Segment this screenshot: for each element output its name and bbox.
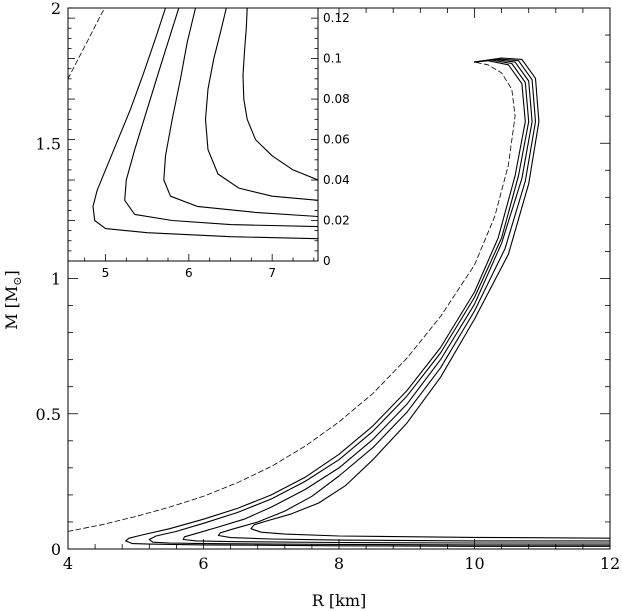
main-y-tick-label: 2 — [51, 0, 61, 18]
main-plot: 4 6 8 10 12 0 0.5 1 1.5 2 — [36, 0, 621, 573]
inset-y-tick-label: 0.04 — [323, 173, 350, 187]
x-axis-title: R [km] — [312, 591, 366, 610]
inset-y-tick-label: 0.06 — [323, 133, 350, 147]
inset-curve-solid-3 — [163, 8, 318, 218]
y-axis-title-close: ] — [2, 270, 21, 276]
inset-curve-solid-1 — [92, 8, 318, 240]
inset-curve-solid-5 — [242, 8, 318, 181]
main-curve-solid-2 — [148, 59, 610, 546]
main-y-tick-label: 1.5 — [36, 134, 61, 153]
inset-x-tick-label: 6 — [185, 266, 193, 280]
inset-y-tick-label: 0.12 — [323, 11, 350, 25]
inset-curves — [68, 8, 318, 240]
main-x-tick-label: 6 — [198, 554, 208, 573]
inset-y-tick-label: 0.02 — [323, 214, 350, 228]
main-x-tick-label: 12 — [600, 554, 620, 573]
main-x-tick-label: 8 — [334, 554, 344, 573]
inset-curve-solid-4 — [204, 8, 318, 201]
inset-y-tick-label: 0 — [323, 254, 331, 268]
solar-mass-symbol: ⊙ — [11, 276, 24, 285]
main-y-tick-label: 1 — [51, 270, 61, 289]
y-axis-title-text: M [M — [2, 286, 21, 330]
inset-background — [68, 8, 318, 261]
main-x-tick-label: 10 — [464, 554, 484, 573]
inset-curve-solid-2 — [124, 8, 318, 228]
main-curve-solid-4 — [217, 58, 610, 542]
main-plot-frame — [67, 7, 611, 550]
main-y-tick-label: 0.5 — [36, 405, 61, 424]
inset-curve-dashed — [68, 8, 106, 80]
inset-plot: 5 6 7 0 0.02 0.04 0.06 0.08 0.1 0.12 — [67, 7, 350, 280]
main-curve-dashed — [68, 61, 516, 532]
inset-frame — [67, 7, 319, 262]
svg-text:M [M⊙]: M [M⊙] — [2, 270, 24, 330]
y-axis-title: M [M⊙] — [2, 270, 24, 330]
main-curves — [68, 57, 610, 547]
inset-y-tick-label: 0.1 — [323, 52, 342, 66]
inset-y-tick-label: 0.08 — [323, 92, 350, 106]
main-y-tick-label: 0 — [51, 540, 61, 559]
inset-x-tick-label: 7 — [268, 266, 276, 280]
main-curve-solid-5 — [250, 57, 610, 539]
main-curve-solid-1 — [125, 60, 610, 547]
inset-x-tick-label: 5 — [102, 266, 110, 280]
main-x-tick-label: 4 — [63, 554, 73, 573]
